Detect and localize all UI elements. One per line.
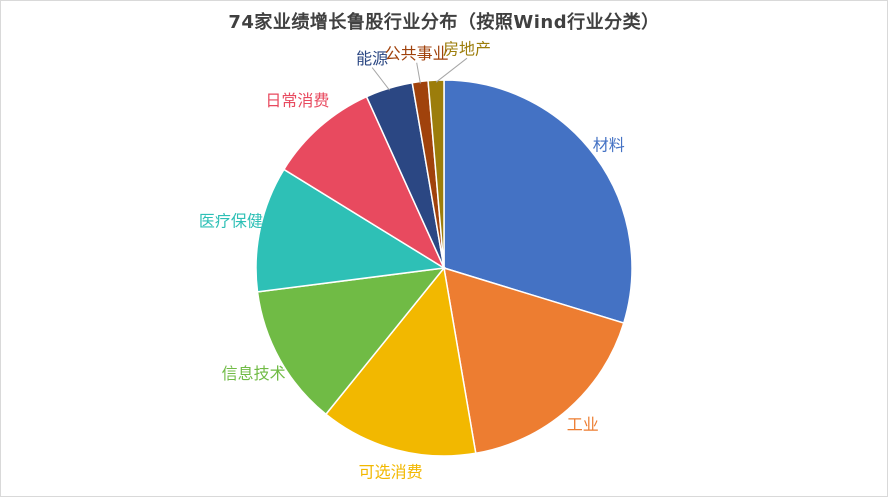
leader-line xyxy=(435,57,468,83)
pie-slice xyxy=(427,79,445,269)
slice-label: 能源 xyxy=(356,49,388,68)
slice-label: 材料 xyxy=(593,136,625,155)
slice-label: 可选消费 xyxy=(359,463,423,482)
slice-label: 公共事业 xyxy=(385,44,449,63)
chart-title: 74家业绩增长鲁股行业分布（按照Wind行业分类） xyxy=(228,12,660,33)
slice-label: 日常消费 xyxy=(265,91,329,110)
pie-slices xyxy=(255,79,633,457)
slice-label: 房地产 xyxy=(443,40,491,59)
pie-slice xyxy=(324,266,477,457)
pie-slice xyxy=(256,267,446,416)
leader-line xyxy=(371,67,390,91)
pie-slice xyxy=(443,266,625,455)
leader-lines xyxy=(371,57,468,91)
slice-label: 医疗保健 xyxy=(199,212,263,231)
pie-slice xyxy=(282,95,446,270)
pie-slice xyxy=(255,168,447,293)
slice-label: 信息技术 xyxy=(222,364,286,383)
slice-label: 工业 xyxy=(567,415,599,434)
leader-line xyxy=(416,62,421,84)
pie-slice xyxy=(443,79,633,324)
